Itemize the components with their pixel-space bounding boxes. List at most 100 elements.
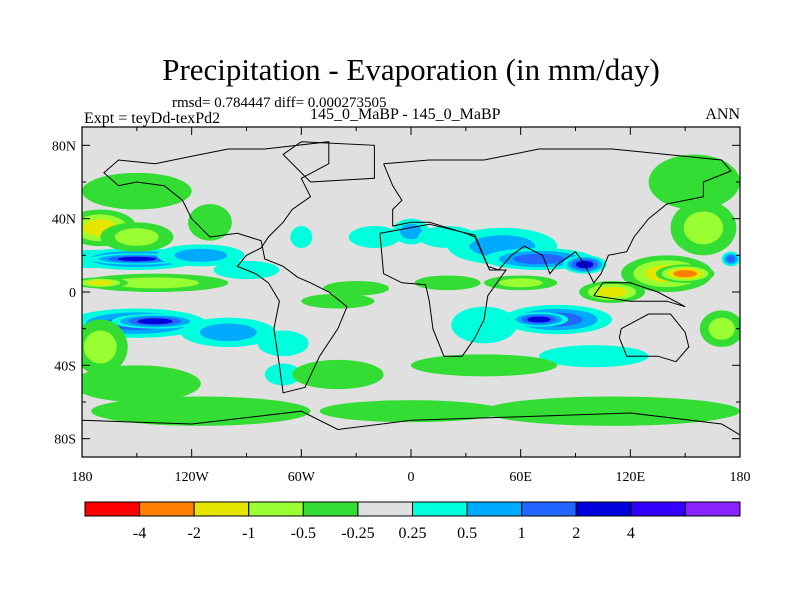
x-tick-label: 120W — [175, 470, 210, 485]
contour-region — [414, 275, 481, 291]
x-tick-label: 60W — [288, 470, 316, 485]
contour-region — [82, 273, 229, 293]
contour-region — [418, 226, 477, 248]
colorbar-box — [575, 501, 632, 517]
contour-region — [655, 264, 715, 283]
contour-region — [290, 226, 313, 248]
colorbar-box — [684, 501, 741, 517]
colorbar-box — [84, 501, 141, 517]
y-tick-label: 80N — [52, 139, 76, 154]
contour-region — [111, 314, 199, 329]
contour-region — [323, 281, 390, 296]
contour-band — [683, 211, 724, 245]
contour-band — [708, 317, 735, 340]
contour-band — [264, 363, 302, 386]
colorbar-box — [193, 501, 250, 517]
y-tick-label: 40N — [52, 213, 76, 228]
contour-band — [188, 204, 232, 241]
contour-region — [699, 310, 740, 347]
contour-band — [292, 359, 384, 390]
contour-band — [513, 253, 565, 265]
contour-band — [527, 316, 551, 323]
contour-band — [137, 318, 173, 325]
contour-band — [726, 255, 736, 263]
colorbar-box — [412, 501, 468, 517]
colorbar: -4 -2 -1 -0.5 -0.25 0.25 0.5 1 2 4 — [84, 501, 741, 542]
colorbar-box — [302, 501, 359, 517]
contour-region — [538, 345, 649, 368]
coastline — [383, 148, 732, 284]
contour-region — [348, 226, 401, 248]
contour-region — [292, 359, 384, 390]
contour-region — [257, 330, 309, 357]
contour-region — [301, 293, 375, 309]
contour-band — [82, 365, 201, 402]
contour-band — [174, 248, 228, 262]
contour-band — [301, 293, 375, 309]
contour-band — [538, 345, 649, 368]
colorbar-label: -4 — [133, 525, 146, 542]
coastline — [618, 313, 690, 363]
contour-region — [451, 306, 518, 344]
contour-region — [670, 200, 737, 256]
coastline — [282, 141, 375, 183]
y-tick-label: 80S — [54, 433, 76, 448]
colorbar-label: -0.25 — [341, 525, 374, 542]
contour-band — [257, 330, 309, 357]
contour-band — [414, 275, 481, 291]
x-axis: 180 120W 60W 0 60E 120E 180 — [72, 127, 751, 485]
x-tick-label: 180 — [730, 470, 751, 485]
contour-band — [673, 270, 697, 278]
contour-regions — [82, 154, 740, 426]
contour-region — [82, 172, 192, 210]
colorbar-label: 0.5 — [457, 525, 477, 542]
contour-band — [348, 226, 401, 248]
colorbar-label: 1 — [518, 525, 526, 542]
contour-band — [117, 256, 156, 262]
experiment-label: Expt = teyDd-texPd2 — [84, 110, 221, 127]
contour-region — [180, 317, 276, 348]
contour-band — [323, 281, 390, 296]
contour-band — [451, 306, 518, 344]
contour-region — [82, 277, 128, 289]
contour-band — [82, 172, 192, 210]
x-tick-label: 0 — [408, 470, 415, 485]
contour-region — [91, 396, 311, 426]
contour-region — [579, 281, 645, 303]
colorbar-box — [521, 501, 577, 517]
y-tick-label: 40S — [54, 359, 76, 374]
contour-band — [83, 330, 117, 364]
contour-band — [87, 280, 114, 286]
colorbar-box — [357, 501, 413, 517]
colorbar-label: -0.5 — [291, 525, 316, 542]
colorbar-label: 4 — [627, 525, 635, 542]
season-label: ANN — [705, 106, 740, 123]
colorbar-box — [248, 501, 304, 517]
y-axis: 80N 40N 0 40S 80S — [52, 139, 740, 448]
colorbar-label: -2 — [188, 525, 201, 542]
coastline — [103, 141, 348, 394]
colorbar-box — [139, 501, 195, 517]
contour-band — [648, 154, 740, 210]
contour-band — [319, 400, 503, 423]
coastlines — [82, 141, 740, 457]
contour-band — [91, 396, 311, 426]
contour-region — [82, 319, 128, 375]
contour-band — [596, 286, 628, 298]
contour-region — [156, 244, 245, 267]
x-tick-label: 120E — [616, 470, 646, 485]
contour-band — [111, 277, 199, 289]
contour-region — [509, 312, 569, 327]
chart-subtitle: 145_0_MaBP - 145_0_MaBP — [310, 106, 501, 123]
contour-region — [411, 354, 558, 377]
colorbar-box — [466, 501, 523, 517]
contour-region — [319, 400, 503, 423]
colorbar-label: 2 — [572, 525, 580, 542]
contour-band — [411, 354, 558, 377]
contour-region — [100, 222, 174, 252]
coastline — [379, 223, 507, 357]
y-tick-label: 0 — [69, 286, 76, 301]
contour-region — [721, 251, 740, 267]
colorbar-box — [630, 501, 686, 517]
stats-text: rmsd= 0.784447 diff= 0.000273505 — [172, 95, 387, 111]
